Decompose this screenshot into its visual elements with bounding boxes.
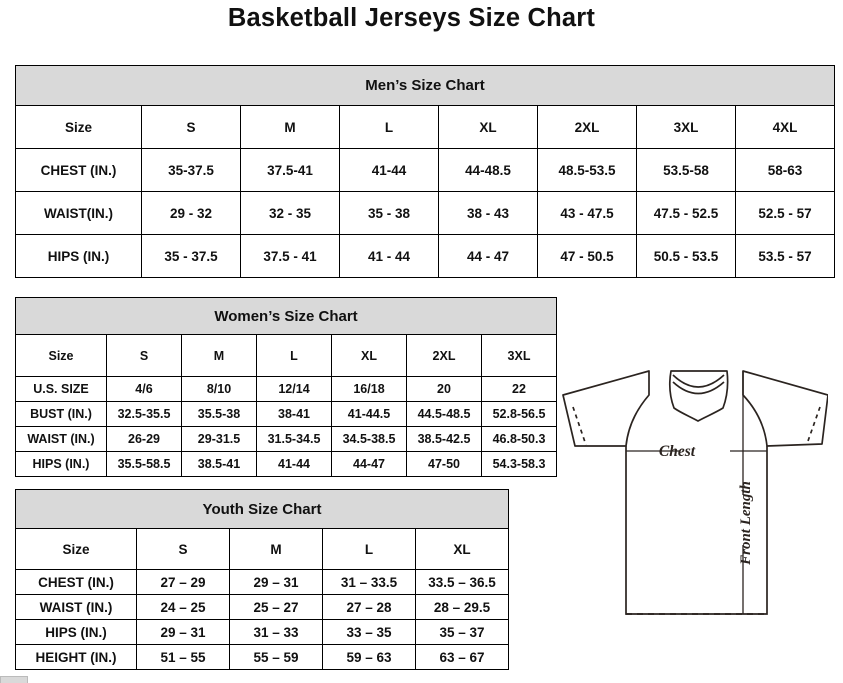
svg-text:Chest: Chest <box>659 443 696 460</box>
svg-text:Front Length: Front Length <box>738 481 754 566</box>
